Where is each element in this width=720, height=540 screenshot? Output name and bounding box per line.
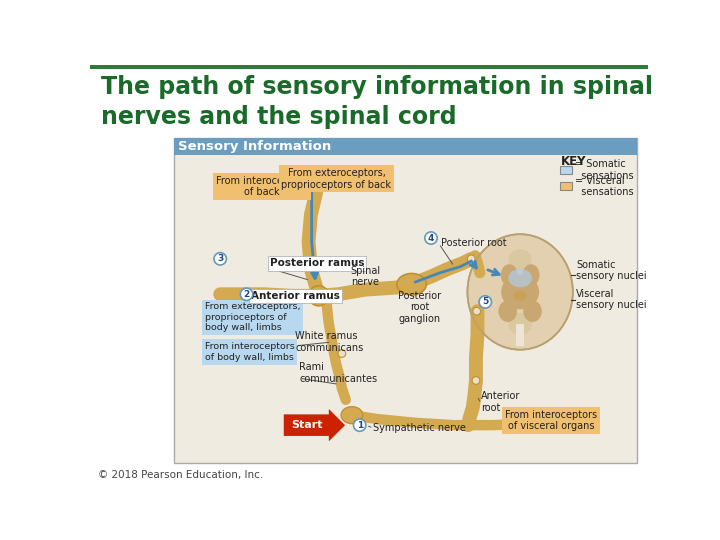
Text: © 2018 Pearson Education, Inc.: © 2018 Pearson Education, Inc. (98, 470, 263, 480)
Ellipse shape (523, 300, 542, 322)
Circle shape (473, 307, 481, 315)
Bar (559, 182, 572, 190)
Text: The path of sensory information in spinal
nerves and the spinal cord: The path of sensory information in spina… (101, 75, 653, 129)
Ellipse shape (514, 291, 526, 300)
Text: = Visceral
  sensations: = Visceral sensations (575, 176, 634, 197)
Circle shape (315, 292, 323, 300)
Text: Posterior ramus: Posterior ramus (270, 259, 364, 268)
Text: From interoceptors
of body wall, limbs: From interoceptors of body wall, limbs (204, 342, 294, 362)
Circle shape (479, 296, 492, 308)
Text: Rami
communicantes: Rami communicantes (300, 362, 377, 383)
Text: Visceral
sensory nuclei: Visceral sensory nuclei (576, 289, 647, 310)
Ellipse shape (508, 249, 532, 271)
Text: 5: 5 (482, 298, 488, 307)
Circle shape (425, 232, 437, 244)
Circle shape (338, 350, 346, 357)
Text: Sensory Information: Sensory Information (179, 140, 332, 153)
Ellipse shape (508, 313, 532, 335)
Bar (174, 138, 637, 155)
Ellipse shape (498, 300, 517, 322)
Ellipse shape (397, 273, 426, 295)
Ellipse shape (508, 269, 532, 287)
Text: Anterior
root: Anterior root (482, 392, 521, 413)
Text: Start: Start (292, 420, 323, 430)
Text: Posterior
root
ganglion: Posterior root ganglion (398, 291, 441, 324)
Text: Anterior ramus: Anterior ramus (251, 291, 340, 301)
Text: Spinal
nerve: Spinal nerve (350, 266, 380, 287)
Ellipse shape (341, 407, 363, 423)
Circle shape (240, 288, 253, 300)
Text: 1: 1 (356, 421, 363, 430)
Text: From interoceptors
of back: From interoceptors of back (216, 176, 308, 197)
Circle shape (214, 253, 226, 265)
FancyBboxPatch shape (90, 65, 648, 69)
Text: Sympathetic nerve: Sympathetic nerve (373, 423, 466, 433)
Text: 3: 3 (217, 254, 223, 264)
Text: KEY: KEY (561, 155, 587, 168)
Circle shape (354, 419, 366, 431)
Text: From interoceptors
of visceral organs: From interoceptors of visceral organs (505, 410, 597, 431)
Ellipse shape (501, 275, 539, 309)
Text: Somatic
sensory nuclei: Somatic sensory nuclei (576, 260, 647, 281)
Bar (559, 166, 572, 174)
Text: Posterior root: Posterior root (441, 238, 506, 248)
Text: 4: 4 (428, 233, 434, 242)
Circle shape (472, 377, 480, 384)
Text: From exteroceptors,
proprioceptors of
body wall, limbs: From exteroceptors, proprioceptors of bo… (204, 302, 300, 332)
Text: 2: 2 (243, 290, 250, 299)
Text: White ramus
communicans: White ramus communicans (295, 331, 364, 353)
Circle shape (309, 286, 329, 306)
Bar (174, 138, 637, 463)
Bar (516, 325, 524, 346)
Ellipse shape (500, 264, 518, 286)
Ellipse shape (467, 234, 573, 350)
FancyBboxPatch shape (284, 409, 345, 441)
Text: = Somatic
  sensations: = Somatic sensations (575, 159, 634, 181)
Ellipse shape (523, 264, 539, 286)
Circle shape (467, 255, 475, 262)
Text: From exteroceptors,
proprioceptors of back: From exteroceptors, proprioceptors of ba… (282, 168, 392, 190)
